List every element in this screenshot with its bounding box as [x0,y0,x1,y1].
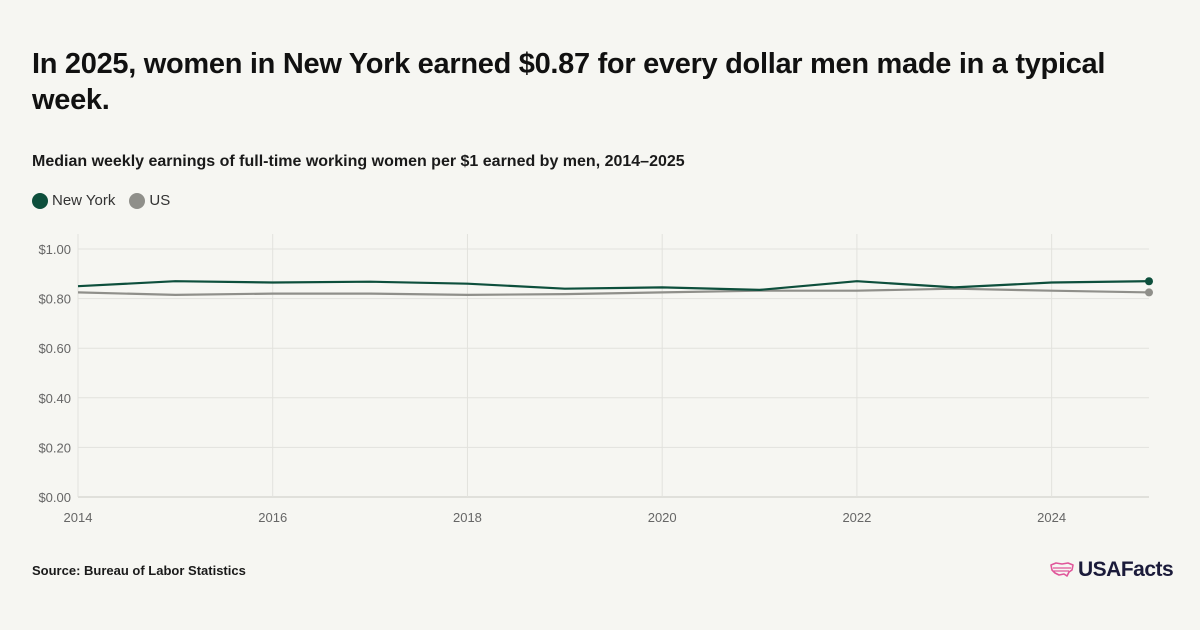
y-tick-label: $1.00 [38,242,71,257]
end-marker-new-york [1145,277,1153,286]
legend-label-us: US [149,192,171,209]
y-tick-label: $0.60 [38,341,71,356]
logo-text: USAFacts [1078,558,1174,581]
y-tick-label: $0.40 [38,391,71,406]
x-tick-label: 2020 [648,510,677,525]
legend: New York US [32,192,184,209]
legend-swatch-us [129,192,146,209]
us-map-icon [1050,562,1074,577]
x-tick-label: 2022 [842,510,871,525]
legend-item-us: US [129,192,170,209]
x-tick-label: 2024 [1037,510,1066,525]
legend-label-new-york: New York [52,192,116,209]
chart-subtitle: Median weekly earnings of full-time work… [32,153,685,170]
series-line-us [77,287,1150,296]
x-tick-label: 2014 [64,510,93,525]
y-tick-label: $0.00 [38,490,71,505]
y-tick-label: $0.80 [38,292,71,307]
source-note: Source: Bureau of Labor Statistics [32,563,246,578]
y-tick-label: $0.20 [38,440,71,455]
headline: In 2025, women in New York earned $0.87 … [32,48,1106,116]
x-tick-label: 2016 [258,510,287,525]
end-marker-us [1145,288,1153,297]
series-line-new-york [77,280,1150,291]
usafacts-logo[interactable]: USAFacts [1050,558,1174,582]
legend-swatch-new-york [32,192,48,209]
x-tick-label: 2018 [453,510,482,525]
legend-item-new-york: New York [32,192,115,209]
